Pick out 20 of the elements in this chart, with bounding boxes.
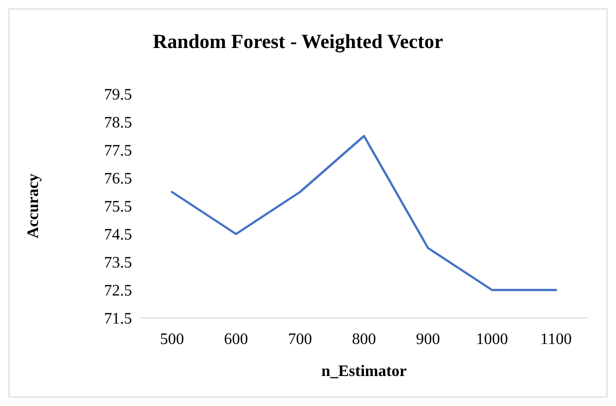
x-tick-label: 900 — [416, 331, 440, 348]
x-tick-label: 500 — [160, 331, 184, 348]
y-tick-label: 77.5 — [104, 142, 132, 160]
chart-title: Random Forest - Weighted Vector — [152, 31, 444, 53]
y-tick-label: 75.5 — [104, 198, 132, 216]
y-tick-label: 71.5 — [104, 310, 132, 328]
y-tick-label: 78.5 — [104, 114, 132, 132]
x-tick-label: 700 — [288, 331, 312, 348]
x-tick-label: 600 — [224, 331, 248, 348]
y-tick-label: 79.5 — [104, 86, 132, 104]
x-tick-label: 1000 — [476, 331, 508, 348]
x-axis-title: n_Estimator — [321, 363, 407, 380]
x-tick-label: 1100 — [540, 331, 572, 348]
line-series — [170, 134, 558, 292]
y-tick-label: 76.5 — [104, 170, 132, 188]
y-tick-label: 74.5 — [104, 226, 132, 244]
y-axis-title: Accuracy — [25, 174, 42, 238]
y-tick-label: 73.5 — [104, 254, 132, 272]
x-tick-label: 800 — [352, 331, 376, 348]
y-tick-label: 72.5 — [104, 282, 132, 300]
